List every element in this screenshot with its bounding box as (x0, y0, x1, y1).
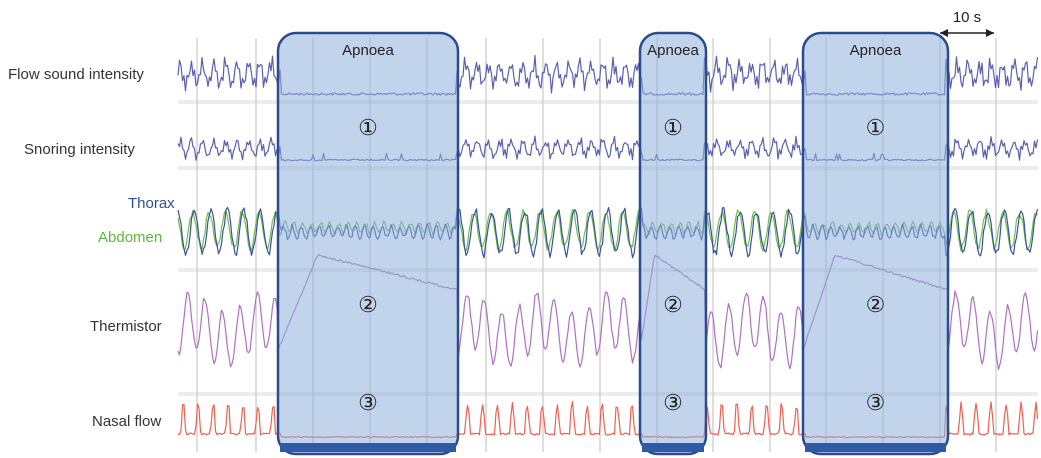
event-marker: ③ (358, 390, 378, 415)
apnoea-box: Apnoea ① ② ③ (801, 31, 950, 456)
apnoea-box: Apnoea ① ② ③ (638, 31, 708, 456)
apnoea-bar (280, 443, 456, 452)
row-separator (178, 100, 1038, 104)
event-marker: ② (663, 292, 683, 317)
apnoea-box: Apnoea ① ② ③ (276, 31, 460, 456)
event-marker: ③ (663, 390, 683, 415)
apnoea-region (801, 31, 950, 456)
label-snoring: Snoring intensity (24, 141, 135, 158)
scale-bar: 10 s (940, 9, 994, 37)
row-separator (178, 268, 1038, 272)
apnoea-label: Apnoea (850, 42, 902, 59)
event-marker: ① (358, 115, 378, 140)
apnoea-bar (805, 443, 946, 452)
apnoea-boxes: Apnoea ① ② ③ Apnoea ① ② ③ Apnoea ① ② ③ (276, 31, 950, 456)
row-separator (178, 166, 1038, 170)
apnoea-region (638, 31, 708, 456)
apnoea-bar (642, 443, 704, 452)
label-thermistor: Thermistor (90, 318, 162, 335)
apnoea-label: Apnoea (342, 42, 394, 59)
event-marker: ③ (866, 390, 886, 415)
row-separator (178, 392, 1038, 396)
label-flow-sound: Flow sound intensity (8, 66, 144, 83)
event-marker: ② (866, 292, 886, 317)
event-marker: ② (358, 292, 378, 317)
scale-label: 10 s (953, 9, 981, 26)
label-abdomen: Abdomen (98, 229, 163, 246)
event-marker: ① (866, 115, 886, 140)
apnoea-region (276, 31, 460, 456)
label-thorax: Thorax (128, 195, 175, 212)
trace-bands (178, 100, 1038, 396)
label-nasal-flow: Nasal flow (92, 413, 162, 430)
event-marker: ① (663, 115, 683, 140)
apnoea-label: Apnoea (647, 42, 699, 59)
